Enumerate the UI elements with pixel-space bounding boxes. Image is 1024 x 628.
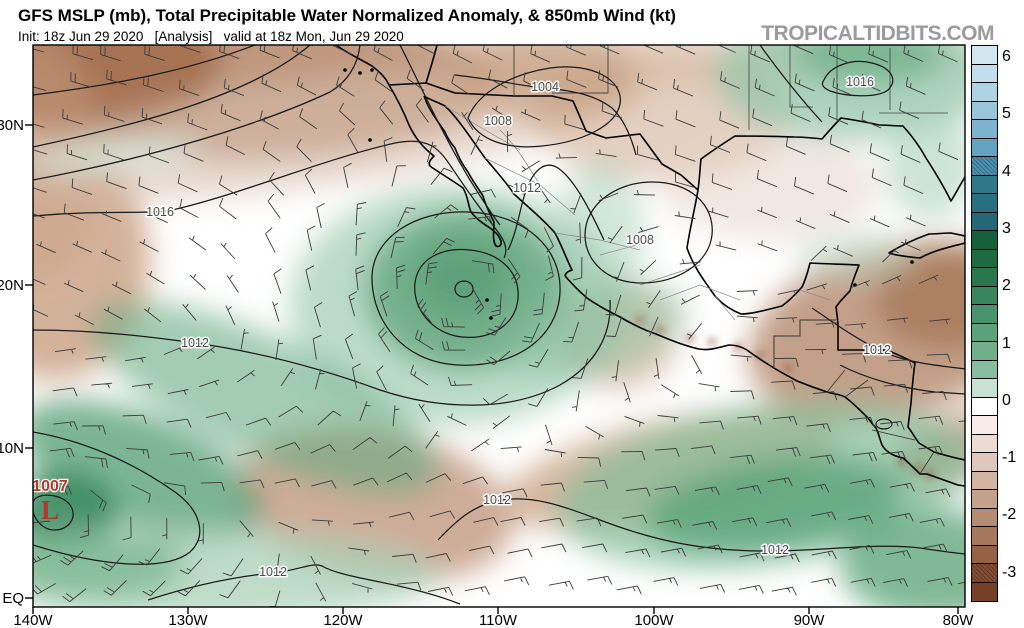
colorbar-segment: [972, 286, 997, 305]
colorbar-segment: [972, 379, 997, 398]
colorbar-segment: [972, 64, 997, 83]
colorbar-segment: [972, 194, 997, 213]
lon-label-110W: 110W: [478, 612, 518, 628]
colorbar-segment: [972, 453, 997, 472]
lat-label-10N: 10N: [0, 440, 24, 457]
svg-text:1007: 1007: [32, 478, 68, 495]
lon-label-140W: 140W: [13, 612, 53, 628]
colorbar-segment: [972, 268, 997, 287]
svg-text:1016: 1016: [846, 75, 874, 89]
colorbar-label-0: 0: [1002, 391, 1011, 409]
colorbar-label-5: 5: [1002, 105, 1011, 123]
colorbar-segment: [972, 305, 997, 324]
colorbar-segment: [972, 138, 997, 157]
anomaly-colorbar: [971, 45, 998, 602]
colorbar-segment: [972, 490, 997, 509]
colorbar-label-4: 4: [1002, 162, 1011, 180]
lat-label-EQ: EQ: [2, 590, 24, 607]
colorbar-label--3: -3: [1002, 563, 1017, 581]
init-valid-line: Init: 18z Jun 29 2020 [Analysis] valid a…: [18, 29, 404, 44]
colorbar-segment: [972, 471, 997, 490]
colorbar-label--2: -2: [1002, 506, 1017, 524]
colorbar-segment: [972, 212, 997, 231]
colorbar-segment: [972, 360, 997, 379]
colorbar-segment: [972, 527, 997, 546]
svg-text:1012: 1012: [513, 181, 541, 195]
svg-text:1012: 1012: [761, 543, 789, 557]
svg-text:1004: 1004: [531, 80, 559, 94]
colorbar-segment: [972, 175, 997, 194]
lat-label-20N: 20N: [0, 277, 24, 294]
lat-label-30N: 30N: [0, 117, 24, 134]
lon-label-100W: 100W: [634, 612, 674, 628]
svg-text:1012: 1012: [483, 493, 511, 507]
colorbar-label--1: -1: [1002, 449, 1017, 467]
colorbar-label-1: 1: [1002, 334, 1011, 352]
svg-text:1012: 1012: [259, 565, 287, 579]
colorbar-segment: [972, 416, 997, 435]
lon-label-90W: 90W: [793, 612, 825, 628]
colorbar-segment: [972, 397, 997, 416]
lon-label-120W: 120W: [323, 612, 363, 628]
colorbar-segment: [972, 231, 997, 250]
colorbar-segment: [972, 323, 997, 342]
colorbar-segment: [972, 157, 997, 176]
svg-text:1016: 1016: [146, 205, 174, 219]
svg-text:1008: 1008: [484, 114, 512, 128]
colorbar-segment: [972, 249, 997, 268]
colorbar-segment: [972, 434, 997, 453]
colorbar-segment: [972, 120, 997, 139]
colorbar-segment: [972, 101, 997, 120]
colorbar-segment: [972, 83, 997, 102]
colorbar-label-2: 2: [1002, 277, 1011, 295]
colorbar-segment: [972, 46, 997, 65]
colorbar-segment: [972, 342, 997, 361]
colorbar-label-6: 6: [1002, 48, 1011, 66]
chart-title: GFS MSLP (mb), Total Precipitable Water …: [18, 6, 676, 25]
colorbar-label-3: 3: [1002, 219, 1011, 237]
colorbar-segment: [972, 545, 997, 564]
colorbar-segment: [972, 508, 997, 527]
lon-label-80W: 80W: [942, 612, 974, 628]
colorbar-segment: [972, 582, 997, 601]
svg-text:L: L: [41, 495, 59, 525]
colorbar-segment: [972, 564, 997, 583]
svg-text:1012: 1012: [181, 336, 209, 350]
brand-logo: TROPICALTIDBITS.COM: [761, 22, 994, 45]
svg-text:1012: 1012: [863, 343, 891, 357]
svg-text:1008: 1008: [626, 233, 654, 247]
lon-label-130W: 130W: [168, 612, 208, 628]
